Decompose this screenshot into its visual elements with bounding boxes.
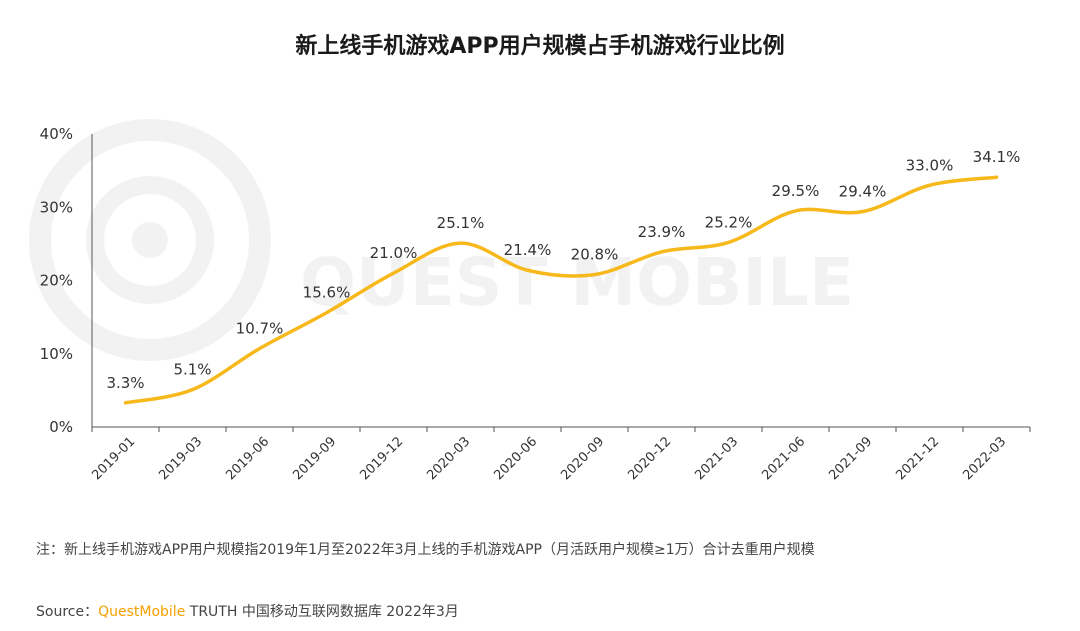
x-tick-label: 2020-09 — [558, 434, 607, 483]
data-label: 20.8% — [571, 246, 619, 264]
data-label: 34.1% — [973, 148, 1021, 166]
data-label: 3.3% — [106, 374, 144, 392]
x-tick-label: 2019-01 — [89, 434, 138, 483]
source-detail: TRUTH 中国移动互联网数据库 2022年3月 — [185, 604, 459, 620]
line-chart: QUEST MOBILE 0% 10% 20% 30% 40% 2019-01 2019-0… — [29, 119, 1031, 483]
x-tick-label: 2022-03 — [960, 434, 1009, 483]
data-label: 29.5% — [772, 182, 820, 200]
x-tick-label: 2019-12 — [357, 434, 406, 483]
watermark-text: QUEST MOBILE — [300, 244, 854, 321]
data-label: 33.0% — [906, 156, 954, 174]
data-label: 25.1% — [437, 214, 485, 232]
series-line — [123, 175, 999, 405]
y-tick-label: 0% — [49, 418, 73, 436]
data-label: 15.6% — [303, 284, 351, 302]
chart-note: 注：新上线手机游戏APP用户规模指2019年1月至2022年3月上线的手机游戏A… — [36, 542, 815, 558]
watermark: QUEST MOBILE — [29, 119, 854, 361]
data-label: 5.1% — [173, 361, 211, 379]
x-tick-label: 2020-12 — [625, 434, 674, 483]
x-tick-label: 2019-03 — [156, 434, 205, 483]
data-label: 10.7% — [236, 320, 284, 338]
x-tick-label: 2021-12 — [893, 434, 942, 483]
data-label: 25.2% — [705, 213, 753, 231]
chart-title: 新上线手机游戏APP用户规模占手机游戏行业比例 — [295, 34, 785, 59]
data-label: 21.0% — [370, 244, 418, 262]
y-tick-label: 40% — [40, 125, 73, 143]
x-tick-label: 2020-03 — [424, 434, 473, 483]
data-label: 21.4% — [504, 241, 552, 259]
x-tick-label: 2021-03 — [692, 434, 741, 483]
y-tick-label: 30% — [40, 198, 73, 216]
source-label: Source： — [36, 604, 99, 620]
data-label: 29.4% — [839, 183, 887, 201]
data-label: 23.9% — [638, 223, 686, 241]
y-tick-label: 10% — [40, 345, 73, 363]
x-tick-label: 2020-06 — [491, 434, 540, 483]
x-tick-label: 2019-09 — [290, 434, 339, 483]
x-tick-label: 2021-09 — [826, 434, 875, 483]
source-brand: QuestMobile — [98, 604, 186, 620]
x-tick-label: 2021-06 — [759, 434, 808, 483]
x-tick-label: 2019-06 — [223, 434, 272, 483]
y-tick-label: 20% — [40, 272, 73, 290]
source-line: Source：QuestMobile TRUTH 中国移动互联网数据库 2022… — [36, 601, 459, 621]
